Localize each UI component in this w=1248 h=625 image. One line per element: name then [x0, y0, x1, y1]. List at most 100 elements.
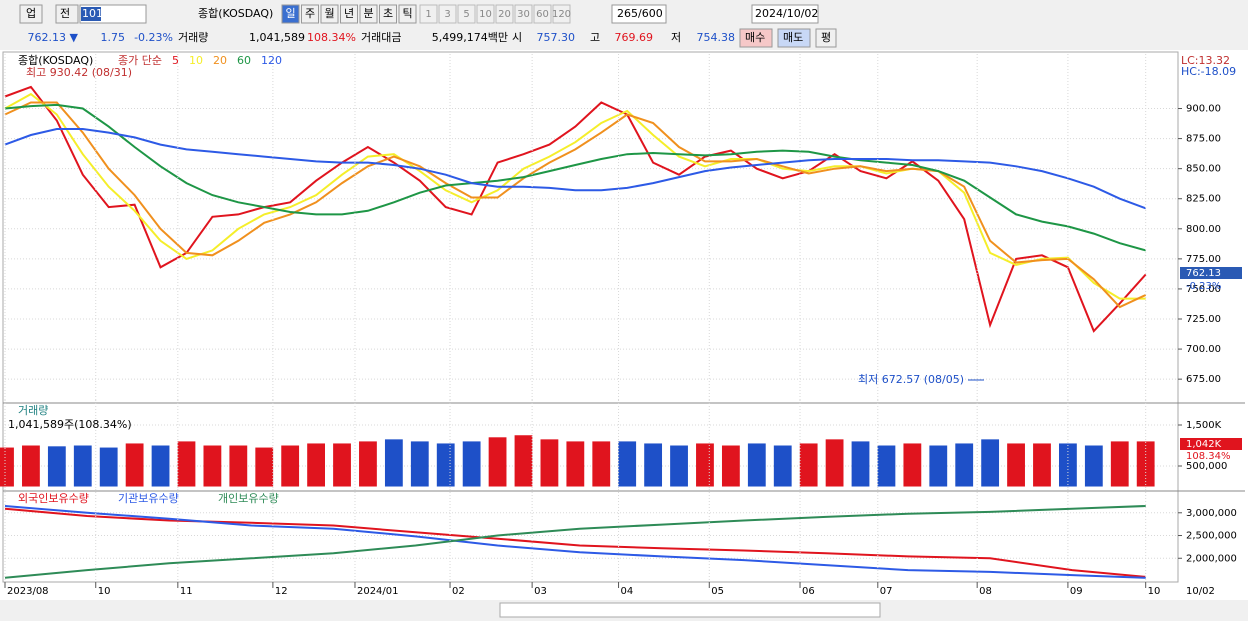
volume-bar — [851, 441, 870, 487]
sell-button[interactable] — [777, 28, 811, 48]
avg-button[interactable] — [815, 28, 837, 48]
x-tick-label: 2024/01 — [357, 586, 399, 597]
x-tick-label: 07 — [880, 586, 893, 597]
scroll-thumb[interactable] — [499, 602, 881, 618]
volume-bar — [540, 439, 559, 487]
count-max: /600 — [638, 7, 663, 20]
series-line — [4, 505, 1146, 579]
volume-bar — [488, 437, 507, 487]
volume-bar — [618, 441, 637, 487]
label: 고 — [590, 31, 600, 44]
lc: LC:13.32 — [1181, 54, 1230, 67]
interval: 60 — [536, 9, 549, 20]
series-line — [4, 103, 1146, 252]
volume-bar — [125, 443, 144, 487]
buy-button[interactable] — [739, 28, 773, 48]
last-rate: 108.34% — [1186, 451, 1231, 462]
volume-bar — [747, 443, 766, 487]
high-note: 최고 930.42 (08/31) — [26, 66, 132, 79]
scope-select[interactable] — [55, 4, 79, 24]
volume-bar — [799, 443, 818, 487]
series-line — [4, 92, 1146, 300]
volume-bar — [1033, 443, 1051, 487]
scope: 전 — [60, 7, 70, 20]
x-tick-label: 10 — [1148, 586, 1161, 597]
date-input[interactable] — [751, 4, 819, 24]
avg: 평 — [821, 31, 831, 44]
legend-entry: 기관보유수량 — [118, 492, 179, 505]
last-box — [1180, 267, 1242, 279]
legend-entry: 외국인보유수량 — [18, 492, 89, 505]
volume-bar — [877, 445, 896, 487]
volume-bar — [514, 435, 533, 487]
period-button[interactable] — [359, 4, 378, 24]
y-tick-label: 700.00 — [1186, 344, 1221, 355]
code: 101 — [82, 7, 103, 20]
interval-button[interactable] — [533, 4, 552, 24]
rate: -0.23% — [134, 31, 173, 44]
volume-bar — [670, 445, 688, 487]
period-button[interactable] — [398, 4, 417, 24]
volume-bar — [333, 443, 351, 487]
volume-bar — [359, 441, 377, 487]
volume-bar — [99, 447, 118, 487]
period-button[interactable] — [340, 4, 358, 24]
volume-bar — [1007, 443, 1025, 487]
interval: 10 — [479, 9, 492, 20]
buy: 매수 — [745, 31, 765, 44]
interval-button[interactable] — [495, 4, 514, 24]
interval: 1 — [425, 9, 431, 20]
label: 거래량 — [178, 31, 208, 44]
volume-bar — [255, 447, 274, 487]
market: 업 — [26, 7, 36, 20]
date: 2024/10/02 — [755, 7, 818, 20]
period-button[interactable] — [281, 4, 300, 24]
period-button[interactable] — [301, 4, 319, 24]
price: 762.13 ▼ — [28, 31, 79, 44]
period: 월 — [324, 7, 334, 20]
period-button[interactable] — [320, 4, 339, 24]
label: 시 — [512, 31, 522, 44]
interval-button[interactable] — [476, 4, 495, 24]
series-line — [4, 101, 1147, 309]
market-select[interactable] — [19, 4, 43, 24]
period: 분 — [363, 7, 373, 20]
interval-button[interactable] — [457, 4, 476, 24]
hc: HC:-18.09 — [1181, 65, 1236, 78]
y-tick-label: 3,000,000 — [1186, 508, 1237, 519]
legend-prefix: 종가 단순 — [118, 54, 162, 67]
sell: 매도 — [783, 31, 803, 44]
volume-bar — [22, 445, 40, 487]
last-rate: -0.23% — [1186, 281, 1221, 292]
panel-subtitle: 1,041,589주(108.34%) — [8, 418, 132, 431]
x-tick-label: 2023/08 — [7, 586, 49, 597]
count: 265 — [617, 7, 638, 20]
high: 769.69 — [615, 31, 654, 44]
low-note: 최저 672.57 (08/05) — [858, 373, 964, 386]
volume-bar — [73, 445, 92, 487]
interval: 20 — [498, 9, 511, 20]
y-tick-label: 750.00 — [1186, 284, 1221, 295]
period-button[interactable] — [379, 4, 397, 24]
open: 757.30 — [537, 31, 576, 44]
interval-button[interactable] — [438, 4, 457, 24]
last-box — [1180, 438, 1242, 450]
interval-button[interactable] — [514, 4, 533, 24]
legend-entry: 60 — [237, 54, 251, 67]
interval-button[interactable] — [419, 4, 438, 24]
interval-button[interactable] — [552, 4, 571, 24]
volume-bar — [151, 445, 170, 487]
legend-entry: 120 — [261, 54, 282, 67]
legend-entry: 20 — [213, 54, 227, 67]
period: 주 — [305, 7, 315, 20]
count-input[interactable] — [611, 4, 667, 24]
x-tick-label: 08 — [979, 586, 992, 597]
volume-bar — [307, 443, 325, 487]
volume-bar — [644, 443, 663, 487]
volume-bar — [1084, 445, 1103, 487]
y-tick-label: 1,500K — [1186, 420, 1222, 431]
plot-frame — [2, 51, 1179, 583]
volume-bar — [955, 443, 974, 487]
